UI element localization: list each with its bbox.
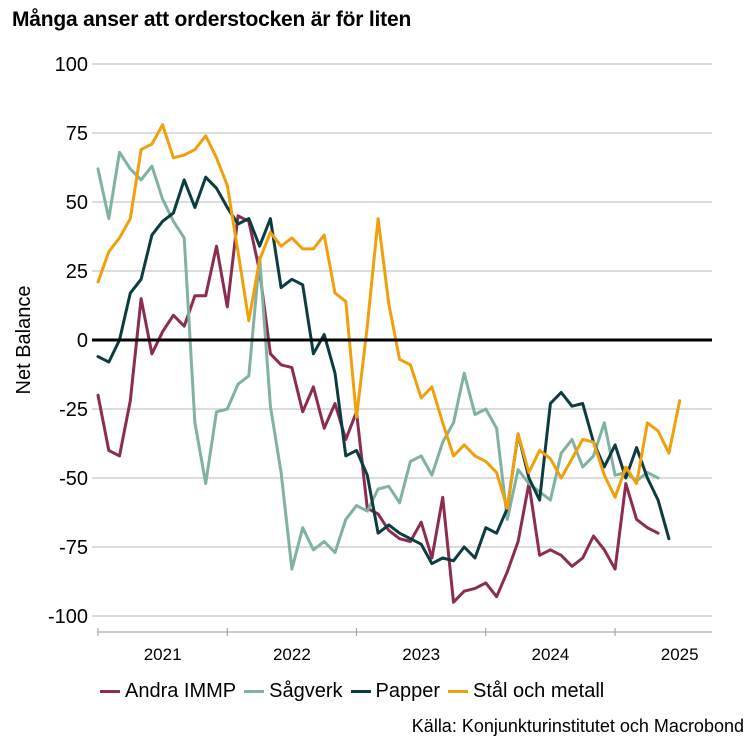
y-tick-label: -100 [48, 606, 88, 628]
y-axis-label: Net Balance [13, 286, 35, 395]
y-tick-label: 100 [55, 54, 88, 76]
legend-item-papper: Papper [350, 679, 441, 703]
legend-swatch-stal-och-metall [448, 689, 469, 693]
source-note: Källa: Konjunkturinstitutet och Macrobon… [411, 716, 744, 736]
legend-label-stal-och-metall: Stål och metall [473, 679, 605, 702]
legend-label-papper: Papper [375, 679, 441, 702]
x-tick-label: 2023 [402, 645, 440, 664]
x-tick-label: 2024 [532, 645, 570, 664]
x-axis: 2021 2022 2023 2024 2025 [97, 628, 712, 664]
legend-item-sagverk: Sågverk [244, 679, 343, 703]
series-line-s-gverk [96, 150, 660, 571]
series-line-st-l-och-metall [96, 123, 682, 510]
legend-item-stal-och-metall: Stål och metall [448, 680, 604, 703]
y-tick-label: 25 [66, 261, 88, 283]
y-tick-label: 0 [77, 330, 88, 352]
legend-swatch-papper [350, 689, 371, 693]
y-tick-label: -25 [59, 399, 88, 421]
y-tick-label: 50 [66, 192, 88, 214]
y-axis-tick-labels: 100 75 50 25 0 -25 -50 -75 -100 [48, 54, 88, 628]
y-tick-label: -50 [59, 468, 88, 490]
legend-label-andra-immp: Andra IMMP [125, 679, 237, 702]
grid-lines [92, 63, 712, 617]
series-lines [96, 123, 682, 604]
series-line-papper [96, 175, 671, 566]
legend-swatch-andra-immp [100, 689, 120, 693]
series-line-andra-immp [96, 214, 660, 604]
legend-item-andra-immp: Andra IMMP [100, 680, 236, 703]
y-tick-label: -75 [59, 537, 88, 559]
x-tick-label: 2025 [661, 645, 699, 664]
chart-title: Många anser att orderstocken är för lite… [12, 8, 412, 31]
legend-swatch-sagverk [244, 689, 265, 693]
legend: Andra IMMP Sågverk Papper Stål och metal… [100, 677, 612, 705]
y-tick-label: 75 [66, 123, 88, 145]
x-tick-label: 2021 [144, 645, 182, 664]
legend-label-sagverk: Sågverk [269, 679, 343, 702]
x-tick-label: 2022 [273, 645, 311, 664]
